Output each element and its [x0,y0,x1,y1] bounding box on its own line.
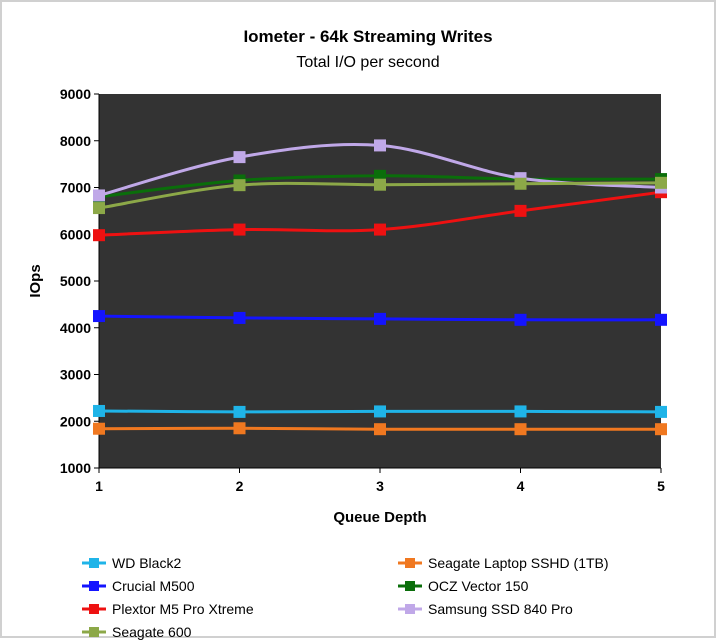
y-tick-label: 2000 [60,413,91,429]
data-point [374,423,386,436]
data-point [514,405,527,418]
series-0 [93,404,667,418]
y-axis-title: IOps [27,264,44,297]
series-2 [93,310,667,326]
y-tick-label: 1000 [60,460,91,476]
series-1 [93,422,667,436]
data-point [374,312,386,325]
legend-item: OCZ Vector 150 [398,578,529,594]
legend-item: Plextor M5 Pro Xtreme [82,601,254,617]
data-point [93,404,105,417]
data-point [93,229,105,242]
legend-swatch-marker [89,581,99,591]
y-tick-label: 4000 [60,320,91,336]
legend-item: WD Black2 [82,555,181,571]
legend-label: Samsung SSD 840 Pro [428,601,573,617]
x-axis-title: Queue Depth [333,509,426,526]
legend-swatch-marker [89,604,99,614]
legend-label: Crucial M500 [112,578,195,594]
chart-title: Iometer - 64k Streaming Writes [243,27,492,46]
data-point [233,179,246,192]
legend-item: Seagate Laptop SSHD (1TB) [398,555,609,571]
legend-swatch-marker [89,627,99,637]
legend-item: Samsung SSD 840 Pro [398,601,573,617]
legend-label: Seagate Laptop SSHD (1TB) [428,555,609,571]
data-point [233,405,246,418]
data-point [93,422,105,435]
legend-swatch-marker [405,604,415,614]
y-axis: 1000 2000 3000 4000 5000 6000 7000 8000 9000 [60,86,99,476]
legend-label: OCZ Vector 150 [428,578,529,594]
series-6 [93,176,667,215]
x-tick-label: 5 [657,478,665,494]
legend-swatch-marker [405,581,415,591]
data-point [655,423,667,436]
data-point [374,223,386,236]
y-tick-label: 6000 [60,226,91,242]
data-point [374,139,386,152]
chart-subtitle: Total I/O per second [296,54,439,71]
legend-label: Plextor M5 Pro Xtreme [112,601,254,617]
data-point [233,311,246,324]
data-point [374,405,386,418]
y-tick-label: 5000 [60,273,91,289]
data-point [514,313,527,326]
series-layer [93,139,667,436]
data-point [514,423,527,436]
y-tick-label: 7000 [60,180,91,196]
data-point [233,223,246,236]
data-point [233,151,246,164]
x-tick-label: 2 [236,478,244,494]
data-point [93,310,105,323]
data-point [655,405,667,418]
legend-item: Crucial M500 [82,578,195,594]
legend-swatch-marker [89,558,99,568]
data-point [655,313,667,326]
x-tick-label: 3 [376,478,384,494]
data-point [514,177,527,190]
legend-label: Seagate 600 [112,624,192,640]
data-point [374,178,386,191]
x-tick-label: 1 [95,478,103,494]
x-tick-label: 4 [517,478,525,494]
data-point [93,202,105,215]
data-point [514,204,527,217]
legend-label: WD Black2 [112,555,181,571]
x-axis: 1 2 3 4 5 [95,468,665,494]
data-point [93,189,105,202]
legend-swatch-marker [405,558,415,568]
y-tick-label: 3000 [60,367,91,383]
y-tick-label: 8000 [60,133,91,149]
data-point [233,422,246,435]
data-point [655,176,667,189]
legend-item: Seagate 600 [82,624,192,640]
y-tick-label: 9000 [60,86,91,102]
legend: WD Black2 Seagate Laptop SSHD (1TB) Crucia… [82,555,609,640]
